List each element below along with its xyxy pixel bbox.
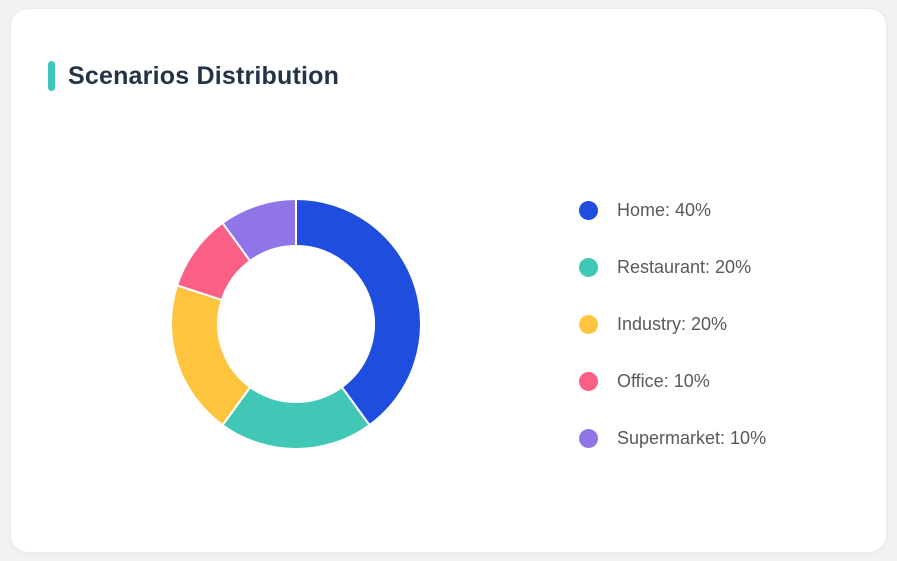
page-title: Scenarios Distribution xyxy=(68,61,340,90)
scenarios-distribution-card: Scenarios Distribution Home: 40% Restaura… xyxy=(10,8,887,553)
donut-chart-svg xyxy=(170,198,422,450)
legend-item-industry[interactable]: Industry: 20% xyxy=(579,314,766,334)
donut-segment-supermarket[interactable] xyxy=(221,198,297,262)
legend-item-supermarket[interactable]: Supermarket: 10% xyxy=(579,428,767,448)
legend-dot-office xyxy=(579,372,598,391)
legend-label-home: Home: 40% xyxy=(617,200,712,220)
legend-dot-home xyxy=(579,201,598,220)
legend-label-supermarket: Supermarket: 10% xyxy=(617,428,767,448)
card-header: Scenarios Distribution xyxy=(48,61,339,91)
legend-label-office: Office: 10% xyxy=(617,371,710,391)
donut-segment-industry[interactable] xyxy=(170,284,252,427)
legend-dot-supermarket xyxy=(579,429,598,448)
legend-item-home[interactable]: Home: 40% xyxy=(579,200,766,220)
legend-label-industry: Industry: 20% xyxy=(617,314,728,334)
title-accent-bar xyxy=(48,61,55,91)
legend-item-office[interactable]: Office: 10% xyxy=(579,371,766,391)
legend-dot-restaurant xyxy=(579,258,598,277)
legend-label-restaurant: Restaurant: 20% xyxy=(617,257,752,277)
chart-legend: Home: 40% Restaurant: 20% Industry: 20% Off… xyxy=(579,200,767,448)
donut-chart xyxy=(159,187,433,461)
donut-segment-home[interactable] xyxy=(295,198,422,427)
legend-item-restaurant[interactable]: Restaurant: 20% xyxy=(579,257,766,277)
legend-dot-industry xyxy=(579,315,598,334)
